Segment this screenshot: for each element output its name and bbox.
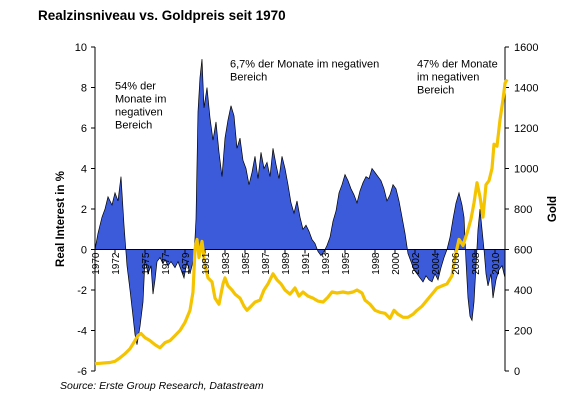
y2-tick-label: 1000	[514, 164, 538, 176]
y2-tick-label: 800	[514, 204, 532, 216]
y2-tick-label: 400	[514, 285, 532, 297]
y-tick-label: 8	[81, 83, 87, 95]
source-note: Source: Erste Group Research, Datastream	[60, 380, 264, 392]
x-tick-label: 1987	[261, 252, 272, 275]
x-tick-label: 1979	[181, 252, 192, 275]
x-tick-label: 1972	[111, 252, 122, 275]
annotation-line: 47% der Monate	[417, 58, 498, 70]
x-tick-label: 1981	[201, 252, 212, 275]
x-tick-label: 1985	[241, 252, 252, 275]
y-tick-label: 4	[81, 164, 87, 176]
axes-group	[91, 46, 509, 372]
x-tick-label: 1989	[281, 252, 292, 275]
annotation-line: Bereich	[230, 71, 267, 83]
y-axis-title: Real Interest in %	[55, 171, 67, 267]
y-tick-labels: 10 8 6 4 2 0 -2 -4 -6	[75, 42, 87, 378]
y2-tick-label: 1600	[514, 42, 538, 54]
x-tick-label: 1998	[371, 252, 382, 275]
annotation: 54% der Monate im negativen Bereich	[115, 81, 166, 132]
chart-title: Realzinsniveau vs. Goldpreis seit 1970	[38, 8, 286, 23]
x-tick-label: 1983	[221, 252, 232, 275]
y-tick-label: -4	[77, 326, 87, 338]
x-tick-label: 2002	[411, 252, 422, 275]
annotation-line: 6,7% der Monate im negativen	[230, 58, 379, 70]
x-tick-label: 2004	[431, 252, 442, 275]
x-tick-label: 2010	[491, 252, 502, 275]
y-tick-label: -6	[77, 366, 87, 378]
y-tick-label: 6	[81, 123, 87, 135]
y-tick-label: 10	[75, 42, 87, 54]
x-tick-label: 1977	[161, 252, 172, 275]
x-tick-label: 1970	[91, 252, 102, 275]
y2-axis-title: Gold	[547, 196, 559, 222]
x-tick-label: 2000	[391, 252, 402, 275]
annotation-line: negativen	[115, 107, 163, 119]
x-tick-labels: 1970 1972 1975 1977 1979 1981 1983 1985 1987 1989…	[91, 252, 502, 275]
x-tick-label: 2008	[471, 252, 482, 275]
annotation: 6,7% der Monate im negativen Bereich	[230, 58, 379, 83]
real-interest-area-group	[94, 59, 506, 345]
y2-tick-label: 1200	[514, 123, 538, 135]
y-tick-label: -2	[77, 285, 87, 297]
x-tick-label: 1995	[341, 252, 352, 275]
y-tick-label: 0	[81, 245, 87, 257]
y2-tick-label: 600	[514, 245, 532, 257]
x-tick-label: 1991	[301, 252, 312, 275]
gold-line-group	[94, 78, 509, 366]
y2-tick-label: 200	[514, 326, 532, 338]
annotation-line: im negativen	[417, 71, 479, 83]
annotation: 47% der Monate im negativen Bereich	[417, 58, 498, 96]
y2-tick-label: 1400	[514, 83, 538, 95]
x-tick-label: 2006	[451, 252, 462, 275]
real-interest-area	[94, 59, 506, 345]
annotation-line: Monate im	[115, 94, 166, 106]
y-tick-label: 2	[81, 204, 87, 216]
annotation-line: Bereich	[115, 120, 152, 132]
y2-tick-label: 0	[514, 366, 520, 378]
x-tick-label: 1975	[141, 252, 152, 275]
annotation-line: 54% der	[115, 81, 156, 93]
annotation-line: Bereich	[417, 84, 454, 96]
x-tick-label: 1993	[321, 252, 332, 275]
gold-line	[94, 78, 509, 366]
y2-tick-labels: 1600 1400 1200 1000 800 600 400 200 0	[514, 42, 538, 378]
